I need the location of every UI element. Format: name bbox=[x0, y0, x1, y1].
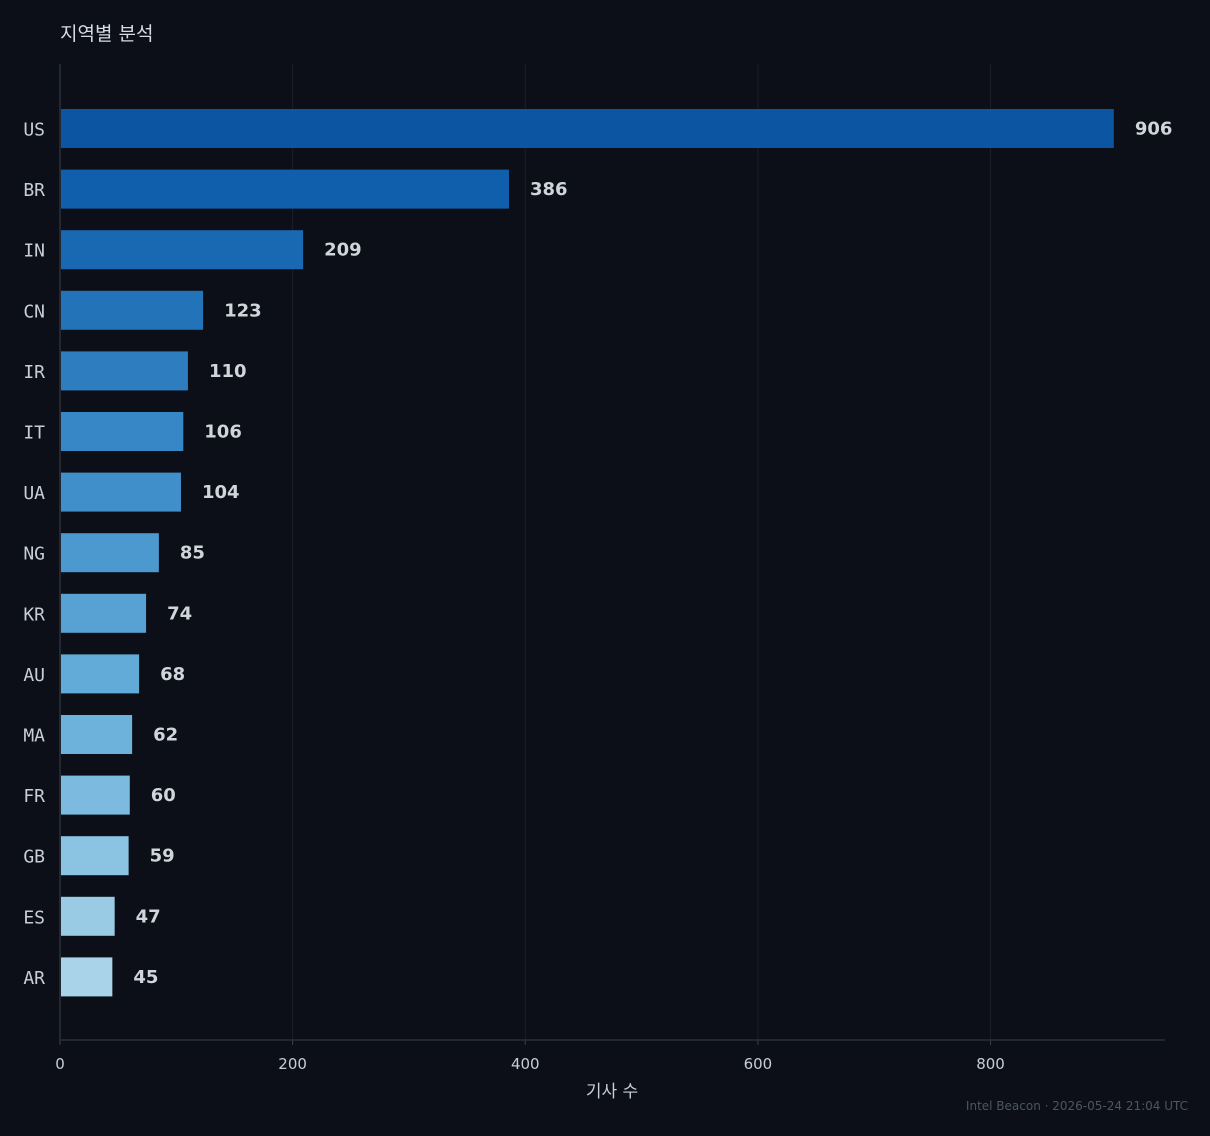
category-label: ES bbox=[23, 907, 45, 928]
bar-us bbox=[61, 109, 1114, 148]
data-label: 85 bbox=[180, 543, 205, 564]
data-label: 123 bbox=[224, 300, 262, 321]
bar-br bbox=[61, 169, 509, 209]
category-label: AR bbox=[23, 968, 45, 989]
category-label: IN bbox=[23, 241, 45, 262]
bar-ar bbox=[61, 957, 113, 997]
data-label: 68 bbox=[160, 664, 185, 685]
bar-ma bbox=[61, 715, 133, 754]
data-label: 104 bbox=[202, 482, 240, 503]
data-label: 906 bbox=[1135, 119, 1173, 140]
category-label: IT bbox=[23, 423, 45, 444]
category-label: MA bbox=[23, 726, 45, 747]
data-label: 386 bbox=[530, 179, 568, 200]
grid-lines bbox=[292, 64, 992, 1040]
category-label: GB bbox=[23, 847, 45, 868]
data-label: 209 bbox=[324, 240, 362, 261]
chart-title: 지역별 분석 bbox=[60, 23, 154, 45]
bar-ua bbox=[61, 472, 181, 512]
data-label: 59 bbox=[150, 846, 175, 867]
bar-ng bbox=[61, 533, 159, 573]
category-label: FR bbox=[23, 786, 45, 807]
data-label: 74 bbox=[167, 603, 192, 624]
data-label: 106 bbox=[204, 422, 242, 443]
category-label: CN bbox=[23, 301, 45, 322]
category-label: IR bbox=[23, 362, 45, 383]
category-label: BR bbox=[23, 180, 45, 201]
data-label: 47 bbox=[136, 906, 161, 927]
data-label: 60 bbox=[151, 785, 176, 806]
footer-credit: Intel Beacon · 2026-05-24 21:04 UTC bbox=[965, 1099, 1188, 1113]
data-label: 45 bbox=[133, 967, 158, 988]
category-label: UA bbox=[23, 483, 45, 504]
data-label: 62 bbox=[153, 725, 178, 746]
x-tick-label: 200 bbox=[278, 1055, 307, 1073]
category-label: KR bbox=[23, 604, 45, 625]
category-label: NG bbox=[23, 544, 45, 565]
bar-au bbox=[61, 654, 140, 694]
axes bbox=[59, 64, 1165, 1045]
bar-es bbox=[61, 896, 115, 936]
x-tick-label: 800 bbox=[976, 1055, 1005, 1073]
bar-cn bbox=[61, 290, 204, 330]
bar-in bbox=[61, 230, 304, 270]
category-label: US bbox=[23, 120, 45, 141]
x-tick-label: 400 bbox=[511, 1055, 540, 1073]
x-tick-label: 0 bbox=[55, 1055, 65, 1073]
bar-kr bbox=[61, 593, 147, 633]
bar-it bbox=[61, 412, 184, 451]
category-label: AU bbox=[23, 665, 45, 686]
x-tick-label: 600 bbox=[744, 1055, 773, 1073]
bar-ir bbox=[61, 351, 188, 391]
bars bbox=[61, 109, 1114, 997]
x-axis-title: 기사 수 bbox=[586, 1082, 638, 1102]
data-label: 110 bbox=[209, 361, 247, 382]
bar-fr bbox=[61, 775, 130, 815]
labels: 0 200 400 600 800 US 906 BR 386 IN 209 CN 123 IR 110 IT… bbox=[23, 119, 1172, 1074]
bar-gb bbox=[61, 836, 129, 876]
